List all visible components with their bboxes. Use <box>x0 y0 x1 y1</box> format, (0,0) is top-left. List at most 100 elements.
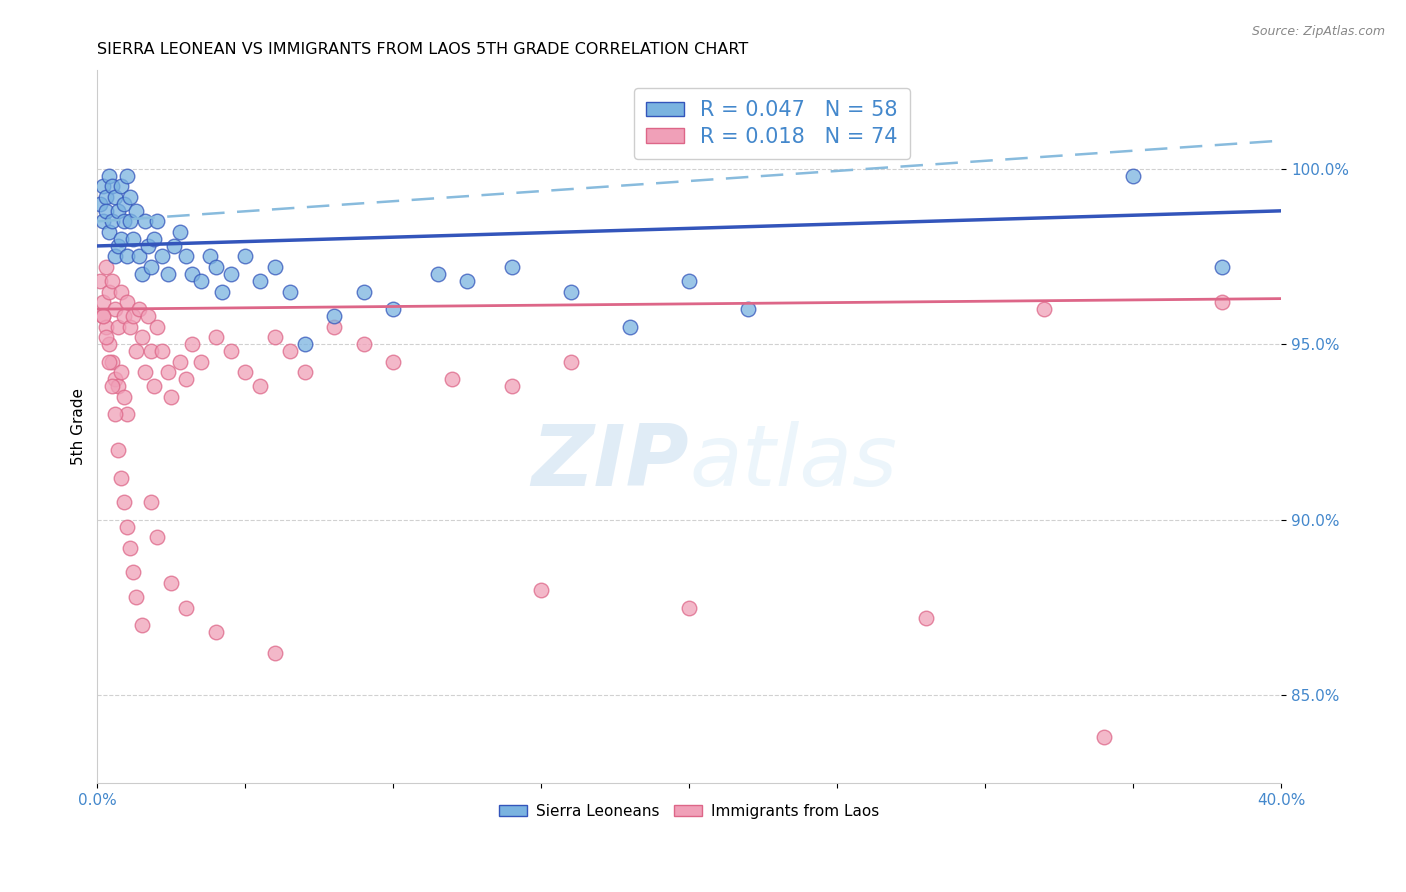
Point <box>294 337 316 351</box>
Point <box>160 576 183 591</box>
Point <box>278 285 301 299</box>
Point <box>441 372 464 386</box>
Point <box>134 214 156 228</box>
Point <box>131 267 153 281</box>
Point <box>204 260 226 274</box>
Point <box>110 285 132 299</box>
Point <box>264 330 287 344</box>
Point <box>91 179 114 194</box>
Point <box>1092 731 1115 745</box>
Point <box>501 379 523 393</box>
Point <box>560 355 582 369</box>
Point <box>128 250 150 264</box>
Point <box>125 203 148 218</box>
Point <box>125 590 148 604</box>
Text: atlas: atlas <box>689 421 897 504</box>
Point <box>101 355 124 369</box>
Point <box>353 337 375 351</box>
Point <box>174 250 197 264</box>
Point <box>128 302 150 317</box>
Point <box>264 646 287 660</box>
Point <box>678 274 700 288</box>
Point <box>560 285 582 299</box>
Point <box>112 197 135 211</box>
Point <box>160 390 183 404</box>
Point <box>264 260 287 274</box>
Text: SIERRA LEONEAN VS IMMIGRANTS FROM LAOS 5TH GRADE CORRELATION CHART: SIERRA LEONEAN VS IMMIGRANTS FROM LAOS 5… <box>97 42 748 57</box>
Point <box>91 309 114 323</box>
Point <box>131 618 153 632</box>
Point <box>382 355 405 369</box>
Point <box>104 250 127 264</box>
Point <box>678 600 700 615</box>
Point <box>118 541 141 555</box>
Point <box>125 344 148 359</box>
Point <box>96 203 118 218</box>
Point <box>96 190 118 204</box>
Point <box>278 344 301 359</box>
Point <box>456 274 478 288</box>
Text: ZIP: ZIP <box>531 421 689 504</box>
Point <box>107 379 129 393</box>
Point <box>181 337 204 351</box>
Point <box>89 197 111 211</box>
Point <box>98 285 121 299</box>
Point <box>157 365 180 379</box>
Point <box>101 379 124 393</box>
Point <box>426 267 449 281</box>
Point <box>98 337 121 351</box>
Point <box>91 214 114 228</box>
Point <box>233 365 256 379</box>
Point <box>91 295 114 310</box>
Point <box>139 260 162 274</box>
Point <box>131 330 153 344</box>
Point <box>110 232 132 246</box>
Text: Source: ZipAtlas.com: Source: ZipAtlas.com <box>1251 25 1385 38</box>
Point <box>121 232 143 246</box>
Point <box>619 319 641 334</box>
Point <box>737 302 759 317</box>
Point <box>104 302 127 317</box>
Point <box>112 309 135 323</box>
Point <box>115 295 138 310</box>
Point <box>190 355 212 369</box>
Point <box>118 214 141 228</box>
Point <box>174 600 197 615</box>
Point <box>89 274 111 288</box>
Point <box>323 319 346 334</box>
Point <box>98 355 121 369</box>
Point <box>112 214 135 228</box>
Point <box>104 408 127 422</box>
Point <box>115 520 138 534</box>
Point <box>1211 295 1233 310</box>
Point <box>134 365 156 379</box>
Point <box>211 285 233 299</box>
Point <box>204 625 226 640</box>
Point <box>107 319 129 334</box>
Point <box>1211 260 1233 274</box>
Point <box>323 309 346 323</box>
Point <box>107 203 129 218</box>
Point <box>91 309 114 323</box>
Point <box>104 372 127 386</box>
Point <box>115 169 138 183</box>
Point <box>110 179 132 194</box>
Point <box>233 250 256 264</box>
Point <box>112 495 135 509</box>
Point <box>112 390 135 404</box>
Point <box>1033 302 1056 317</box>
Point <box>249 274 271 288</box>
Point <box>139 495 162 509</box>
Point <box>152 250 174 264</box>
Legend: Sierra Leoneans, Immigrants from Laos: Sierra Leoneans, Immigrants from Laos <box>494 798 886 825</box>
Point <box>294 365 316 379</box>
Point <box>96 330 118 344</box>
Point <box>157 267 180 281</box>
Point <box>136 239 159 253</box>
Point <box>96 319 118 334</box>
Point <box>174 372 197 386</box>
Point <box>190 274 212 288</box>
Point <box>249 379 271 393</box>
Point <box>142 379 165 393</box>
Point <box>139 344 162 359</box>
